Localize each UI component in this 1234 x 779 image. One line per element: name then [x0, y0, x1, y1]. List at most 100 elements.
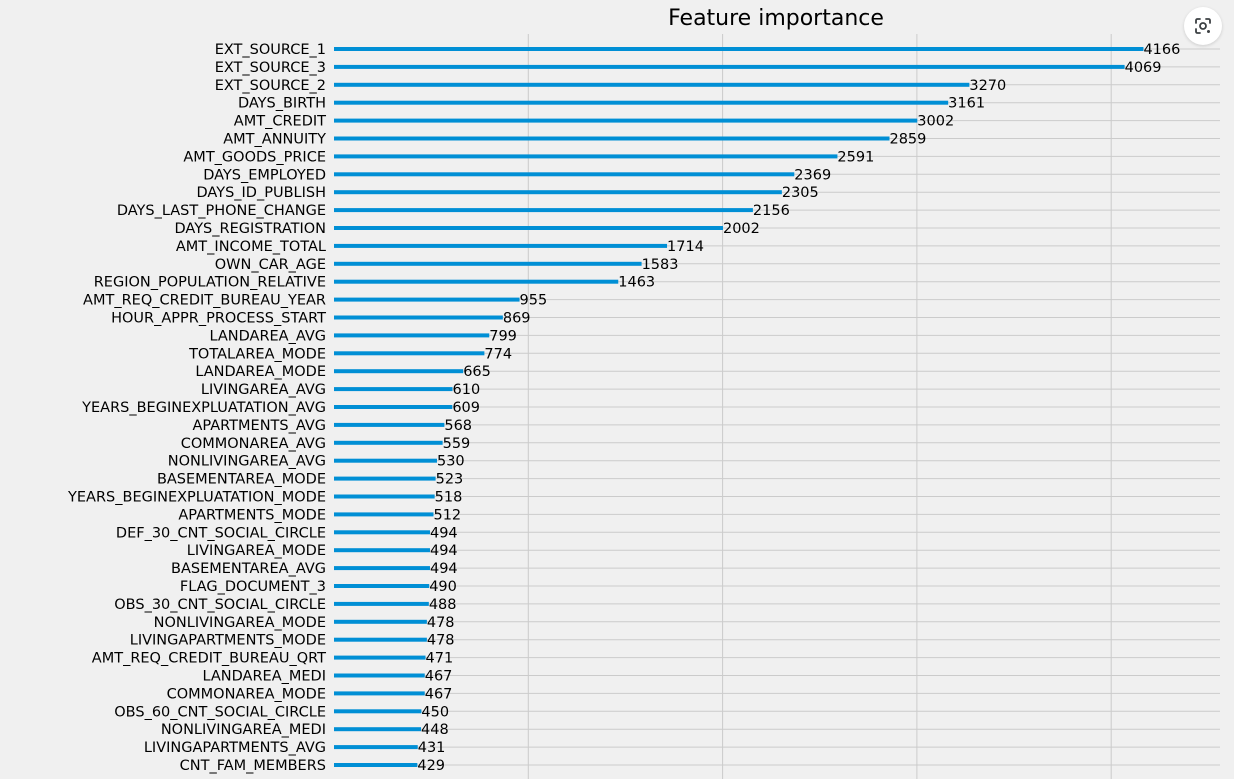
value-label: 2305: [782, 185, 819, 201]
category-tick-label: BASEMENTAREA_MODE: [157, 472, 326, 488]
category-tick-label: NONLIVINGAREA_MEDI: [161, 722, 326, 738]
bar: [334, 333, 490, 338]
bar: [334, 709, 422, 714]
bar: [334, 100, 949, 105]
value-label: 530: [437, 454, 465, 470]
bar: [334, 387, 453, 392]
value-label: 4166: [1143, 42, 1180, 58]
category-tick-label: AMT_INCOME_TOTAL: [176, 239, 326, 255]
value-label: 448: [421, 722, 449, 738]
category-tick-label: OBS_30_CNT_SOCIAL_CIRCLE: [114, 597, 326, 613]
bar: [334, 566, 430, 571]
value-label: 609: [452, 400, 480, 416]
bar: [334, 548, 430, 553]
value-label: 494: [430, 561, 458, 577]
category-tick-label: EXT_SOURCE_1: [215, 42, 326, 58]
value-label: 559: [443, 436, 471, 452]
bar: [334, 47, 1144, 51]
value-label: 3161: [948, 96, 985, 112]
lens-button[interactable]: [1184, 7, 1222, 45]
bar: [334, 315, 503, 320]
bar: [334, 476, 436, 481]
value-label: 799: [489, 328, 517, 344]
chart-title: Feature importance: [668, 6, 884, 31]
value-label: 2591: [837, 149, 874, 165]
category-tick-label: APARTMENTS_AVG: [192, 418, 326, 434]
category-tick-label: FLAG_DOCUMENT_3: [180, 579, 326, 595]
value-label: 431: [418, 740, 446, 756]
category-tick-label: OBS_60_CNT_SOCIAL_CIRCLE: [114, 704, 326, 720]
bar: [334, 172, 795, 177]
category-tick-label: AMT_ANNUITY: [223, 132, 326, 148]
bar: [334, 422, 445, 427]
value-label: 467: [425, 686, 453, 702]
value-label: 494: [430, 525, 458, 541]
bar: [334, 727, 422, 732]
lens-icon: [1195, 18, 1211, 34]
category-tick-label: YEARS_BEGINEXPLUATATION_MODE: [67, 490, 326, 506]
bar: [334, 458, 437, 463]
bar-layer: [334, 47, 1144, 767]
bar: [334, 154, 838, 159]
value-label: 610: [453, 382, 481, 398]
category-tick-label: LIVINGAREA_AVG: [201, 382, 326, 398]
value-label: 512: [433, 507, 461, 523]
value-label: 518: [435, 490, 463, 506]
category-tick-label: EXT_SOURCE_3: [215, 60, 326, 76]
category-tick-label: COMMONAREA_MODE: [167, 686, 326, 702]
category-tick-label: DAYS_LAST_PHONE_CHANGE: [117, 203, 326, 219]
bar: [334, 691, 425, 696]
value-label: 2369: [794, 167, 831, 183]
category-tick-label: DAYS_BIRTH: [238, 96, 326, 112]
category-tick-label: LANDAREA_MODE: [195, 364, 326, 380]
bar: [334, 136, 890, 141]
category-tick-label: CNT_FAM_MEMBERS: [180, 758, 326, 774]
bar: [334, 494, 435, 499]
value-label: 774: [484, 346, 512, 362]
bar: [334, 405, 453, 409]
value-label: 2859: [889, 132, 926, 148]
category-tick-label: DAYS_EMPLOYED: [203, 167, 326, 183]
category-tick-label: REGION_POPULATION_RELATIVE: [94, 275, 326, 291]
value-label: 955: [520, 293, 548, 309]
bar: [334, 208, 753, 213]
bar: [334, 118, 918, 123]
value-label: 488: [429, 597, 457, 613]
category-tick-label: YEARS_BEGINEXPLUATATION_AVG: [81, 400, 326, 416]
value-label: 665: [463, 364, 491, 380]
category-tick-label: DAYS_REGISTRATION: [175, 221, 327, 237]
bar: [334, 745, 418, 750]
category-tick-label: AMT_REQ_CREDIT_BUREAU_YEAR: [83, 293, 326, 309]
bar: [334, 601, 429, 606]
value-label: 494: [430, 543, 458, 559]
value-label: 429: [417, 758, 445, 774]
bar: [334, 261, 642, 266]
value-label: 471: [426, 651, 454, 667]
category-tick-label: TOTALAREA_MODE: [188, 346, 326, 362]
bar: [334, 673, 425, 678]
bar: [334, 190, 782, 195]
bar: [334, 440, 443, 445]
bar: [334, 655, 426, 660]
category-tick-label: OWN_CAR_AGE: [215, 257, 326, 273]
value-label: 568: [444, 418, 472, 434]
category-tick-label: NONLIVINGAREA_MODE: [154, 615, 326, 631]
category-tick-label: AMT_GOODS_PRICE: [183, 149, 326, 165]
value-label: 478: [427, 615, 455, 631]
value-label: 3002: [917, 114, 954, 130]
bar: [334, 243, 668, 248]
bar: [334, 64, 1125, 69]
category-tick-label: AMT_CREDIT: [234, 114, 326, 130]
category-tick-label: LANDAREA_MEDI: [202, 669, 326, 685]
bar: [334, 584, 430, 588]
category-tick-label: HOUR_APPR_PROCESS_START: [111, 311, 326, 327]
value-label: 490: [429, 579, 457, 595]
bar: [334, 763, 418, 767]
value-label: 1463: [618, 275, 655, 291]
category-tick-label: LIVINGAREA_MODE: [187, 543, 326, 559]
bar: [334, 512, 434, 517]
category-tick-label: COMMONAREA_AVG: [181, 436, 326, 452]
bar: [334, 369, 464, 374]
bar: [334, 619, 427, 624]
